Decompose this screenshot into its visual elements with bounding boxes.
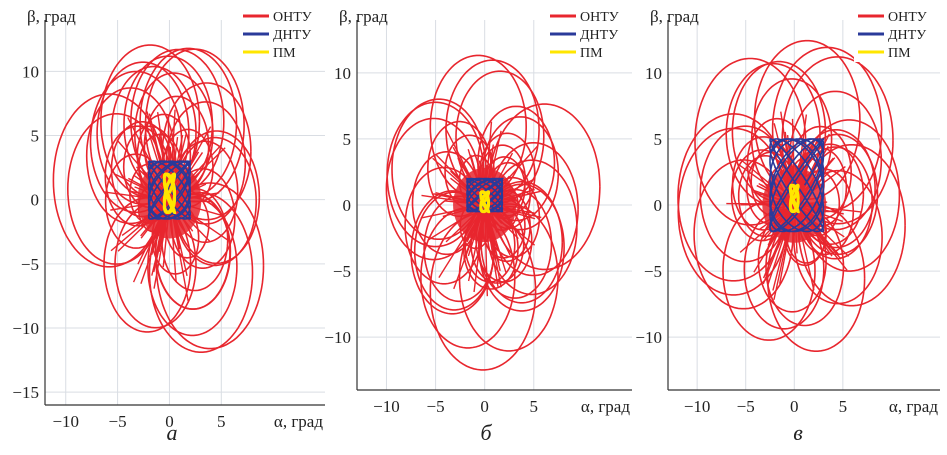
plot-area: [677, 39, 906, 352]
legend: ОНТУ ДНТУ ПМ: [239, 2, 325, 62]
plot-area: [385, 54, 601, 371]
series-dnty: [769, 137, 825, 233]
onty-loop: [766, 204, 866, 352]
x-tick-label: −10: [684, 397, 711, 416]
y-tick-label: −15: [12, 383, 39, 402]
y-tick-label: 5: [654, 130, 663, 149]
onty-loop: [693, 159, 794, 310]
legend-label-pm: ПМ: [580, 46, 603, 61]
x-tick-label: 0: [480, 397, 489, 416]
onty-loop: [386, 101, 485, 248]
y-tick-label: −5: [644, 262, 662, 281]
chart-panel-1: −10 −5 0 5 10 5 0 −5 −10 −15 α, град β, град ОНТУ ДНТ…: [12, 2, 325, 445]
onty-loop: [477, 188, 553, 299]
legend-label-pm: ПМ: [888, 46, 911, 61]
x-axis-label: α, град: [889, 397, 938, 416]
x-axis-label: α, град: [274, 412, 323, 431]
legend-label-onty: ОНТУ: [580, 10, 619, 25]
y-axis-label: β, град: [650, 7, 699, 26]
chart-panel-2: −10 −5 0 5 10 5 0 −5 −10 α, град β, град ОНТУ ДНТУ ПМ…: [324, 2, 632, 445]
panel-caption: а: [167, 420, 178, 445]
pm-trajectory: [162, 172, 177, 215]
onty-loop: [66, 113, 166, 265]
onty-loop: [52, 93, 166, 268]
panel-caption: б: [480, 420, 492, 445]
onty-loop: [385, 117, 482, 261]
series-pm: [479, 190, 491, 214]
legend-label-dnty: ДНТУ: [888, 28, 926, 43]
chart-panel-3: −10 −5 0 5 10 5 0 −5 −10 α, град β, град ОНТУ ДНТУ ПМ…: [635, 2, 940, 445]
y-tick-label: 0: [31, 191, 40, 210]
legend: ОНТУ ДНТУ ПМ: [854, 2, 940, 62]
x-tick-label: −5: [427, 397, 445, 416]
y-tick-label: 10: [22, 62, 39, 81]
plot-area: [52, 44, 265, 353]
y-tick-label: 0: [654, 196, 663, 215]
dnty-trajectory: [147, 160, 192, 220]
x-tick-label: −5: [109, 412, 127, 431]
y-tick-label: 5: [31, 127, 40, 146]
x-tick-label: −5: [737, 397, 755, 416]
x-tick-label: 0: [165, 412, 174, 431]
series-dnty: [147, 160, 192, 220]
legend-label-onty: ОНТУ: [273, 10, 312, 25]
legend-label-dnty: ДНТУ: [580, 28, 618, 43]
y-tick-label: 0: [343, 196, 352, 215]
onty-loop: [130, 48, 225, 195]
legend: ОНТУ ДНТУ ПМ: [546, 2, 632, 62]
x-tick-label: 5: [530, 397, 539, 416]
dnty-trajectory: [769, 137, 825, 233]
legend-label-pm: ПМ: [273, 46, 296, 61]
y-tick-label: 5: [343, 130, 352, 149]
y-axis-label: β, град: [339, 7, 388, 26]
dnty-trajectory: [466, 177, 505, 213]
y-tick-label: 10: [334, 64, 351, 83]
y-tick-label: −10: [324, 328, 351, 347]
panel-caption: в: [793, 420, 803, 445]
series-pm: [162, 172, 177, 215]
onty-loop: [411, 151, 483, 256]
series-onty: [385, 54, 601, 371]
x-tick-label: 5: [217, 412, 226, 431]
pm-trajectory: [479, 190, 491, 214]
onty-loop: [148, 192, 254, 353]
legend-label-onty: ОНТУ: [888, 10, 927, 25]
series-pm: [788, 183, 800, 214]
y-tick-label: −10: [635, 328, 662, 347]
x-tick-label: 0: [790, 397, 799, 416]
onty-loop: [147, 197, 238, 337]
y-tick-label: −10: [12, 319, 39, 338]
onty-loop: [677, 127, 790, 296]
x-tick-label: −10: [373, 397, 400, 416]
y-tick-label: 10: [645, 64, 662, 83]
y-axis-label: β, град: [27, 7, 76, 26]
legend-label-dnty: ДНТУ: [273, 28, 311, 43]
series-dnty: [466, 177, 505, 213]
x-tick-label: 5: [839, 397, 848, 416]
x-axis-label: α, град: [581, 397, 630, 416]
y-tick-label: −5: [333, 262, 351, 281]
pm-trajectory: [788, 183, 800, 214]
y-tick-label: −5: [21, 255, 39, 274]
onty-loop: [404, 166, 484, 285]
x-tick-label: −10: [52, 412, 79, 431]
